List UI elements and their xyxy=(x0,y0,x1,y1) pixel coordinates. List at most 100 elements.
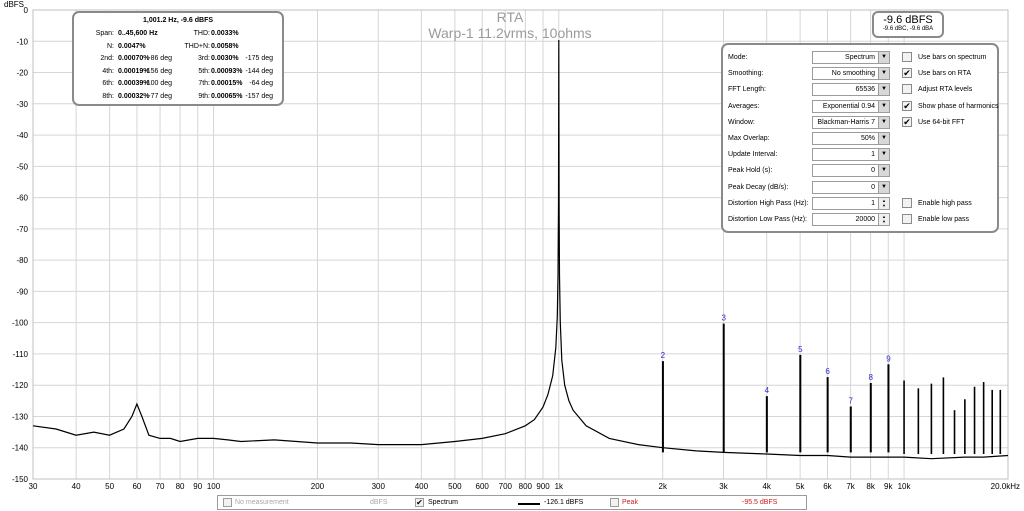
option-checkbox[interactable] xyxy=(902,214,912,224)
x-tick-label: 90 xyxy=(193,482,202,491)
chevron-down-icon[interactable]: ▼ xyxy=(878,68,889,80)
control-value: Blackman-Harris 7 xyxy=(817,118,875,126)
option-checkbox[interactable]: ✔ xyxy=(902,100,912,111)
control-value: 65536 xyxy=(855,86,875,94)
control-dropdown[interactable]: 0 ▼ xyxy=(812,164,890,178)
x-tick-label: 8k xyxy=(866,482,875,491)
control-row: Update Interval: 1 ▼ xyxy=(723,148,997,162)
control-value: 1 xyxy=(871,199,875,207)
control-row: Distortion Low Pass (Hz): 20000 ▲ ▼ Enable l… xyxy=(723,213,997,227)
distortion-p2: -175 deg xyxy=(245,55,273,62)
no-measurement-checkbox[interactable] xyxy=(223,498,232,507)
harmonic-label: 2 xyxy=(661,351,666,360)
control-dropdown[interactable]: 1 ▼ xyxy=(812,148,890,162)
chevron-down-icon[interactable]: ▼ xyxy=(878,100,889,112)
chevron-down-icon[interactable]: ▼ xyxy=(878,133,889,144)
distortion-readout[interactable]: 1,001.2 Hz, -9.6 dBFS Span: 0..45,600 Hz T… xyxy=(72,11,284,106)
option-checkbox[interactable] xyxy=(902,84,912,95)
legend-bar: No measurement dBFS ✔ Spectrum -126.1 dB… xyxy=(217,495,807,510)
x-tick-label: 600 xyxy=(476,482,490,491)
x-tick-label: 30 xyxy=(29,482,38,491)
spectrum-checkbox[interactable]: ✔ xyxy=(415,498,424,507)
control-value: Spectrum xyxy=(845,54,875,61)
level-readout[interactable]: -9.6 dBFS -9.6 dBC, -9.6 dBA xyxy=(872,11,944,38)
distortion-v2: 0.00015% xyxy=(211,80,243,87)
y-tick-label: -80 xyxy=(16,256,28,265)
control-dropdown[interactable]: 65536 ▼ xyxy=(812,83,890,97)
y-tick-label: -140 xyxy=(12,444,29,453)
option-checkbox[interactable]: ✔ xyxy=(902,116,912,127)
distortion-l1: 4th: xyxy=(102,67,114,75)
spin-arrows-icon[interactable]: ▲ ▼ xyxy=(878,214,889,225)
control-label: Peak Hold (s): xyxy=(728,167,773,175)
chevron-down-icon[interactable]: ▼ xyxy=(878,165,889,177)
control-spinbox[interactable]: 1 ▲ ▼ xyxy=(812,196,890,210)
control-dropdown[interactable]: Blackman-Harris 7 ▼ xyxy=(812,115,890,129)
chevron-down-icon[interactable]: ▼ xyxy=(878,181,889,193)
y-tick-label: -110 xyxy=(13,350,29,359)
y-tick-label: -100 xyxy=(12,319,29,328)
control-value: 0 xyxy=(871,183,875,191)
y-tick-label: -130 xyxy=(12,412,29,421)
control-dropdown[interactable]: Exponential 0.94 ▼ xyxy=(812,99,890,113)
control-label: Averages: xyxy=(728,102,760,110)
x-tick-label: 4k xyxy=(762,482,771,491)
harmonic-label: 6 xyxy=(825,367,830,376)
control-dropdown[interactable]: No smoothing ▼ xyxy=(812,67,890,81)
option-checkbox[interactable] xyxy=(902,52,912,62)
x-tick-label: 80 xyxy=(176,482,185,491)
chevron-down-icon[interactable]: ▼ xyxy=(878,52,889,63)
spectrum-series xyxy=(32,39,1009,460)
distortion-v2: 0.0033% xyxy=(211,30,239,37)
distortion-row: 4th: 0.00019% -156 deg 5th: 0.00093% -144 deg xyxy=(74,68,282,79)
control-value: 1 xyxy=(871,151,875,159)
control-row: FFT Length: 65536 ▼ Adjust RTA levels xyxy=(723,83,997,97)
distortion-p1: -100 deg xyxy=(144,80,172,87)
distortion-v1: 0..45,600 Hz xyxy=(118,30,158,37)
option-checkbox-label: Use 64-bit FFT xyxy=(918,118,965,126)
control-label: Max Overlap: xyxy=(728,135,770,142)
distortion-row: 2nd: 0.00070% -86 deg 3rd: 0.0030% -175 deg xyxy=(74,55,282,66)
y-tick-label: -60 xyxy=(16,194,28,203)
control-row: Averages: Exponential 0.94 ▼ ✔ Show phase of… xyxy=(723,99,999,114)
y-tick-label: -50 xyxy=(16,162,28,171)
distortion-l2: THD+N: xyxy=(184,42,210,50)
harmonic-label: 5 xyxy=(798,345,803,354)
chevron-down-icon[interactable]: ▼ xyxy=(878,84,889,96)
control-dropdown[interactable]: 50% ▼ xyxy=(812,132,890,145)
control-label: FFT Length: xyxy=(728,86,767,94)
x-tick-label: 2k xyxy=(659,482,668,491)
distortion-p1: -156 deg xyxy=(144,67,172,75)
distortion-l2: 7th: xyxy=(198,80,210,87)
option-checkbox-label: Enable low pass xyxy=(918,216,969,223)
x-tick-label: 700 xyxy=(499,482,513,491)
control-spinbox[interactable]: 20000 ▲ ▼ xyxy=(812,213,890,226)
chevron-down-icon[interactable]: ▼ xyxy=(878,149,889,161)
chevron-down-icon[interactable]: ▼ xyxy=(878,116,889,128)
x-tick-label: 300 xyxy=(372,482,386,491)
x-tick-label: 6k xyxy=(823,482,832,491)
option-checkbox[interactable] xyxy=(902,197,912,208)
control-dropdown[interactable]: 0 ▼ xyxy=(812,180,890,194)
y-tick-label: -150 xyxy=(12,475,29,484)
control-dropdown[interactable]: Spectrum ▼ xyxy=(812,51,890,64)
y-tick-label: -70 xyxy=(16,225,28,234)
y-tick-label: -10 xyxy=(16,37,28,46)
x-tick-label: 50 xyxy=(105,482,114,491)
y-tick-label: -30 xyxy=(16,100,28,109)
control-value: Exponential 0.94 xyxy=(822,102,875,110)
distortion-v1: 0.0047% xyxy=(118,42,146,50)
option-checkbox-label: Enable high pass xyxy=(918,199,972,207)
option-checkbox[interactable]: ✔ xyxy=(902,68,912,79)
y-axis-unit-label: dBFS xyxy=(4,0,24,9)
harmonic-label: 3 xyxy=(721,314,726,323)
spin-arrows-icon[interactable]: ▲ ▼ xyxy=(878,197,889,209)
distortion-p1: -86 deg xyxy=(148,55,172,62)
x-tick-label: 10k xyxy=(898,482,912,491)
distortion-p2: -157 deg xyxy=(245,92,273,100)
control-label: Distortion High Pass (Hz): xyxy=(728,199,809,207)
distortion-row: Span: 0..45,600 Hz THD: 0.0033% xyxy=(74,30,282,41)
control-value: No smoothing xyxy=(831,70,875,78)
distortion-v2: 0.0058% xyxy=(211,42,239,50)
peak-checkbox[interactable] xyxy=(610,498,619,507)
